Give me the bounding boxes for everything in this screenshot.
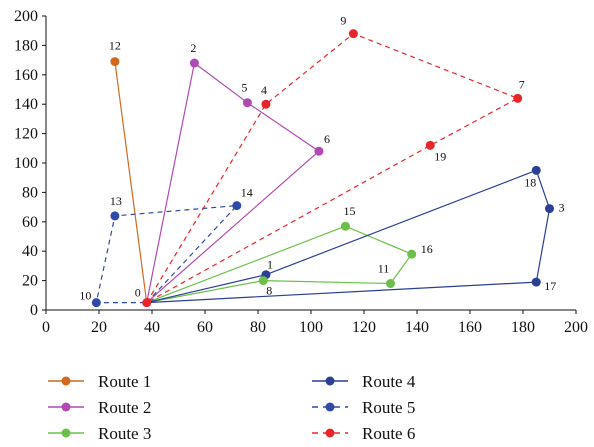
- node-point-16: [407, 249, 417, 259]
- node-point-6: [314, 146, 324, 156]
- legend-label-1: Route 1: [98, 372, 151, 391]
- route-line-1: [114, 60, 148, 303]
- y-tick-label: 100: [14, 155, 38, 172]
- node-label-15: 15: [343, 204, 355, 218]
- node-label-17: 17: [544, 279, 556, 293]
- node-label-4: 4: [261, 83, 267, 97]
- node-point-0: [142, 298, 152, 308]
- route-line-3: [146, 225, 413, 304]
- route-line-5: [95, 205, 238, 304]
- legend: Route 1 Route 2 Route 3 Route 4 Route 5 Route…: [48, 372, 416, 443]
- axes: 0 20 40 60 80 100 120 140 160 180 2000204060801001…: [14, 8, 588, 336]
- node-label-18: 18: [524, 175, 536, 189]
- y-tick-label: 160: [14, 67, 38, 84]
- x-tick-label: 60: [197, 319, 213, 336]
- node-label-19: 19: [434, 149, 446, 163]
- node-label-1: 1: [267, 258, 273, 272]
- node-label-16: 16: [421, 242, 433, 256]
- legend-marker-2: [61, 402, 71, 412]
- node-label-0: 0: [135, 286, 141, 300]
- x-tick-label: 20: [91, 319, 107, 336]
- legend-label-6: Route 6: [362, 424, 415, 443]
- node-label-6: 6: [324, 132, 330, 146]
- node-label-10: 10: [79, 289, 91, 303]
- x-tick-label: 200: [564, 319, 588, 336]
- y-tick-label: 200: [14, 8, 38, 25]
- legend-label-5: Route 5: [362, 398, 415, 417]
- legend-marker-5: [325, 402, 335, 412]
- node-point-13: [110, 211, 120, 221]
- node-label-9: 9: [340, 14, 346, 28]
- node-label-13: 13: [110, 194, 122, 208]
- legend-label-3: Route 3: [98, 424, 151, 443]
- node-point-18: [531, 165, 541, 175]
- node-label-14: 14: [241, 186, 253, 200]
- legend-marker-3: [61, 428, 71, 438]
- route-line-2: [146, 62, 320, 304]
- y-tick-label: 40: [22, 243, 38, 260]
- legend-marker-6: [325, 428, 335, 438]
- node-point-11: [386, 279, 395, 289]
- legend-marker-4: [325, 376, 335, 386]
- y-tick-label: 20: [22, 273, 38, 290]
- node-label-2: 2: [190, 41, 196, 55]
- x-tick-label: 140: [405, 319, 429, 336]
- x-tick-label: 120: [352, 319, 376, 336]
- node-point-9: [348, 29, 358, 39]
- node-point-14: [232, 201, 242, 211]
- legend-label-2: Route 2: [98, 398, 151, 417]
- y-tick-label: 180: [14, 37, 38, 54]
- y-tick-label: 0: [30, 302, 38, 319]
- node-point-5: [242, 98, 252, 108]
- route-line-4: [146, 169, 551, 304]
- node-point-15: [340, 221, 350, 231]
- node-label-8: 8: [266, 284, 272, 298]
- route-line-6: [146, 32, 519, 304]
- node-point-12: [110, 57, 120, 67]
- y-tick-label: 140: [14, 96, 38, 113]
- y-tick-label: 60: [22, 214, 38, 231]
- node-point-3: [545, 204, 554, 214]
- node-point-7: [513, 93, 523, 103]
- node-label-12: 12: [109, 39, 121, 53]
- node-label-3: 3: [559, 201, 565, 215]
- node-point-19: [425, 140, 435, 150]
- routes: [95, 32, 551, 304]
- node-point-17: [531, 277, 541, 287]
- y-tick-label: 80: [22, 184, 38, 201]
- node-point-2: [189, 58, 199, 68]
- y-tick-label: 120: [14, 126, 38, 143]
- x-tick-label: 180: [511, 319, 535, 336]
- x-tick-label: 160: [458, 319, 482, 336]
- x-tick-label: 100: [299, 319, 323, 336]
- node-point-4: [261, 99, 271, 109]
- node-point-8: [258, 276, 268, 286]
- x-tick-label: 0: [42, 319, 50, 336]
- x-tick-label: 80: [250, 319, 266, 336]
- legend-label-4: Route 4: [362, 372, 416, 391]
- node-label-7: 7: [519, 77, 525, 91]
- node-label-11: 11: [378, 262, 390, 276]
- x-tick-label: 40: [144, 319, 160, 336]
- node-point-10: [91, 298, 101, 308]
- legend-marker-1: [61, 376, 71, 386]
- node-label-5: 5: [241, 81, 247, 95]
